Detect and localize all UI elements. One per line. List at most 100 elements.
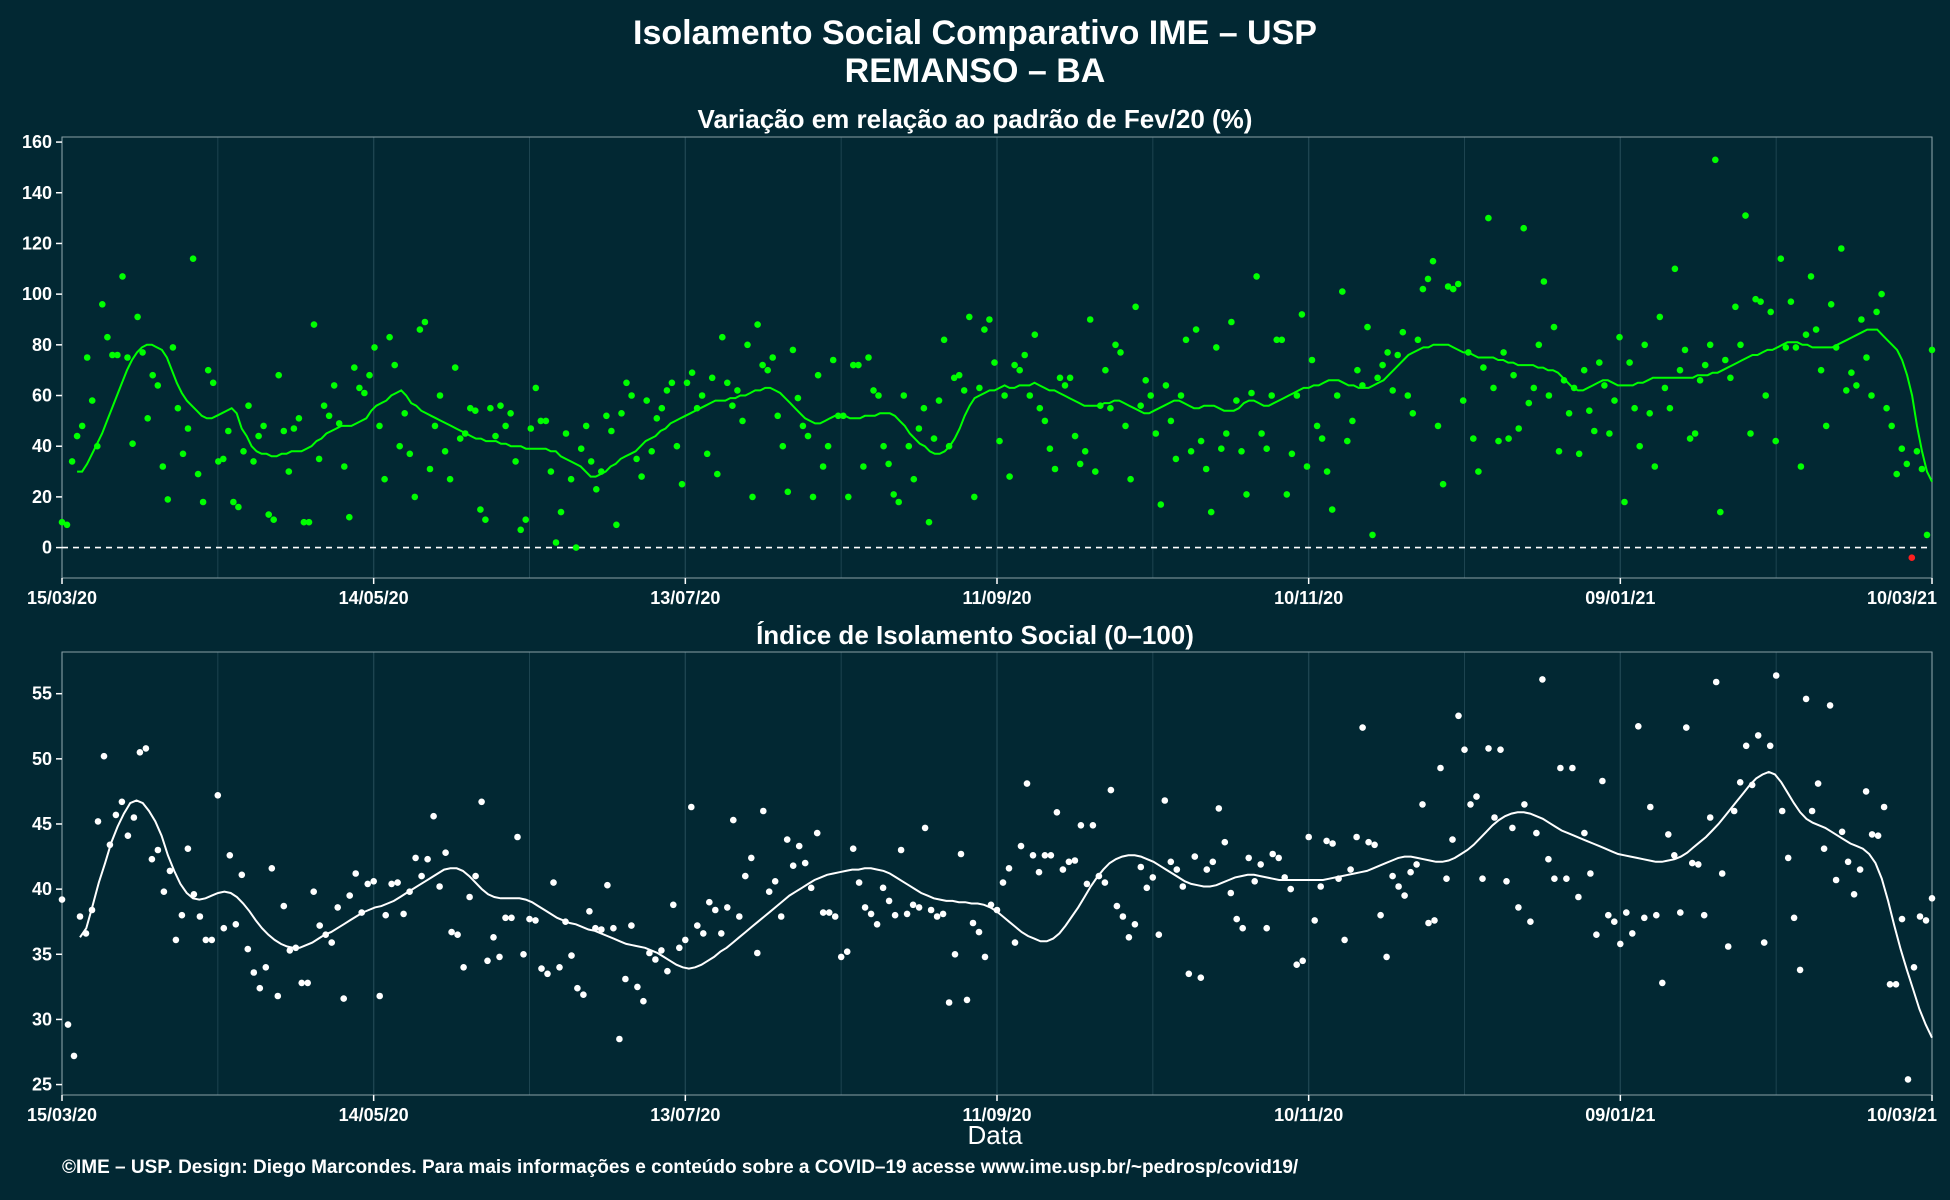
data-point bbox=[693, 404, 701, 412]
data-point bbox=[603, 412, 610, 420]
data-point bbox=[831, 913, 839, 920]
data-point bbox=[1480, 364, 1487, 371]
data-point bbox=[1700, 911, 1708, 919]
data-point bbox=[648, 448, 655, 455]
data-point bbox=[1127, 475, 1134, 483]
data-point bbox=[1886, 981, 1894, 988]
data-point bbox=[845, 493, 852, 501]
data-point bbox=[1510, 371, 1517, 379]
data-point bbox=[1826, 702, 1834, 709]
data-point bbox=[1051, 465, 1059, 473]
data-point bbox=[1505, 435, 1512, 442]
data-point bbox=[58, 518, 66, 526]
data-point bbox=[1197, 974, 1205, 981]
data-point bbox=[855, 361, 862, 369]
data-point bbox=[406, 888, 413, 895]
data-point bbox=[256, 984, 264, 992]
data-point bbox=[567, 475, 575, 483]
data-point bbox=[1131, 921, 1139, 928]
data-point bbox=[1599, 777, 1606, 785]
data-point bbox=[1727, 374, 1734, 382]
data-point bbox=[451, 364, 459, 371]
data-point bbox=[682, 936, 689, 944]
data-point bbox=[1389, 872, 1396, 880]
data-point bbox=[356, 384, 363, 392]
data-point bbox=[1269, 850, 1276, 858]
data-point bbox=[1243, 491, 1250, 498]
data-point bbox=[933, 913, 941, 920]
data-point bbox=[1581, 829, 1588, 837]
data-point bbox=[925, 518, 933, 526]
data-point bbox=[1497, 746, 1504, 753]
data-point bbox=[466, 893, 473, 901]
data-point bbox=[351, 364, 358, 371]
data-point bbox=[190, 891, 198, 898]
data-point bbox=[955, 371, 963, 379]
data-point bbox=[1157, 501, 1165, 508]
footer-credits: ©IME – USP. Design: Diego Marcondes. Par… bbox=[62, 1157, 1299, 1178]
data-point bbox=[1172, 455, 1180, 463]
data-point bbox=[70, 1052, 78, 1060]
data-point bbox=[795, 842, 803, 850]
data-point bbox=[754, 949, 761, 957]
data-point bbox=[1913, 448, 1921, 455]
data-point bbox=[1005, 865, 1013, 872]
x-tick-label: 09/01/21 bbox=[1585, 1105, 1655, 1125]
data-point bbox=[1832, 344, 1840, 351]
data-point bbox=[1182, 336, 1190, 344]
data-point bbox=[572, 544, 580, 551]
data-point bbox=[708, 374, 716, 382]
data-point bbox=[748, 854, 755, 862]
data-point bbox=[401, 410, 409, 417]
data-point bbox=[527, 425, 535, 432]
data-point bbox=[1587, 870, 1594, 877]
data-point bbox=[930, 435, 938, 442]
location-title: REMANSO – BA bbox=[844, 52, 1106, 90]
data-point bbox=[582, 422, 590, 430]
data-point bbox=[1102, 366, 1109, 374]
data-point bbox=[807, 884, 815, 892]
data-point bbox=[673, 442, 681, 450]
data-point bbox=[1580, 366, 1588, 374]
data-point bbox=[310, 888, 318, 895]
data-point bbox=[1904, 1076, 1912, 1083]
data-point bbox=[814, 371, 822, 379]
x-tick-label: 10/11/20 bbox=[1274, 588, 1343, 608]
data-point bbox=[951, 951, 959, 958]
data-point bbox=[325, 412, 333, 420]
x-tick-label: 11/09/20 bbox=[962, 1105, 1031, 1125]
data-point bbox=[1539, 676, 1546, 683]
data-point bbox=[446, 475, 454, 483]
data-point bbox=[789, 346, 797, 354]
data-point bbox=[1459, 397, 1467, 404]
data-point bbox=[436, 392, 444, 399]
data-point bbox=[1449, 285, 1457, 293]
data-point bbox=[310, 321, 318, 328]
data-point bbox=[939, 910, 947, 918]
data-point bbox=[1273, 336, 1280, 344]
data-point bbox=[552, 539, 560, 546]
data-point bbox=[467, 404, 474, 412]
data-point bbox=[154, 382, 162, 389]
data-point bbox=[388, 880, 395, 888]
data-point bbox=[244, 945, 252, 953]
data-point bbox=[1081, 448, 1089, 455]
data-point bbox=[204, 366, 212, 374]
data-point bbox=[1641, 914, 1648, 922]
data-point bbox=[335, 420, 343, 427]
data-point bbox=[1424, 275, 1432, 283]
data-point bbox=[1530, 384, 1538, 392]
data-point bbox=[1629, 930, 1636, 937]
data-point bbox=[502, 914, 509, 922]
data-point bbox=[130, 814, 138, 821]
data-point bbox=[1557, 764, 1564, 772]
data-point bbox=[623, 379, 630, 387]
data-point bbox=[497, 402, 504, 410]
data-point bbox=[292, 944, 300, 952]
data-point bbox=[532, 384, 540, 392]
data-point bbox=[1757, 298, 1764, 306]
data-point bbox=[220, 924, 228, 932]
y-tick-label: 20 bbox=[32, 487, 52, 507]
data-point bbox=[1149, 874, 1157, 881]
data-point bbox=[1419, 285, 1427, 293]
